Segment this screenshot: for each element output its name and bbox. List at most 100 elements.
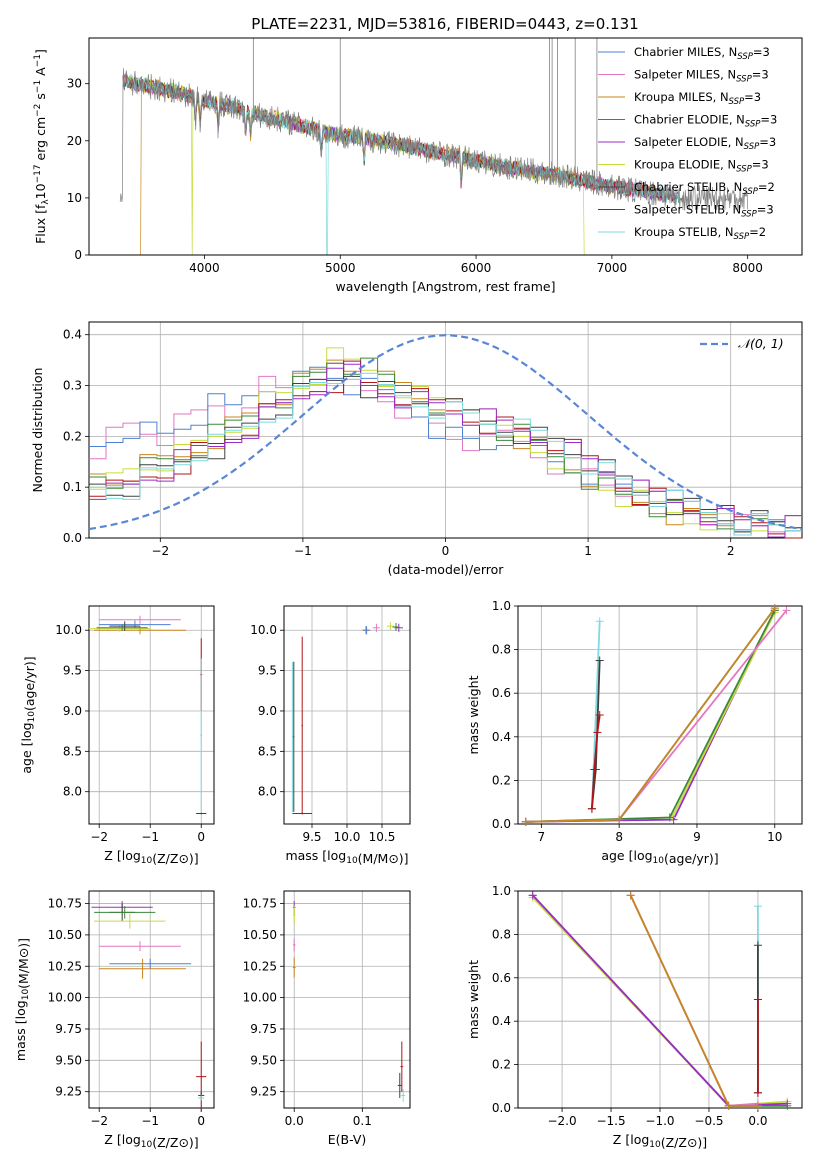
weight-line-chab_miles: [629, 894, 758, 1107]
y-tick-label: 0: [74, 248, 82, 262]
axes-frame: [283, 605, 411, 825]
legend-label: Chabrier ELODIE, NSSP=3: [634, 113, 777, 130]
y-tick-label: 9.50: [250, 1053, 277, 1067]
x-tick-label: −2: [151, 544, 169, 558]
y-tick-label: 20: [67, 134, 82, 148]
error-points: [292, 901, 406, 1102]
y-tick-label: 9.75: [55, 1022, 82, 1036]
x-tick-label: 8000: [732, 261, 763, 275]
y-tick-label: 9.0: [63, 704, 82, 718]
y-tick-label: 0.4: [492, 730, 511, 744]
y-tick-label: 9.5: [258, 664, 277, 678]
x-axis-label: Z [log10(Z/Z⊙)]: [613, 1132, 707, 1150]
y-tick-label: 9.50: [55, 1053, 82, 1067]
error-points: [91, 901, 207, 1112]
x-axis-label: Z [log10(Z/Z⊙)]: [104, 1132, 198, 1150]
legend-label: Salpeter MILES, NSSP=3: [634, 68, 769, 85]
histogram-krou_stelib: [89, 372, 802, 536]
y-tick-label: 0.0: [492, 1101, 511, 1115]
spectrum-legend: Chabrier MILES, NSSP=3 Salpeter MILES, NS…: [598, 45, 777, 242]
x-tick-label: −2.0: [547, 1114, 576, 1128]
histograms: [88, 334, 803, 539]
y-tick-label: 10.25: [48, 959, 82, 973]
axes-frame: [88, 890, 215, 1109]
weight-line-salp_elodie: [525, 610, 776, 823]
x-tick-label: 10.5: [369, 830, 396, 844]
y-tick-label: 10.75: [48, 897, 82, 911]
x-tick-label: 6000: [461, 261, 492, 275]
y-tick-label: 0.2: [63, 429, 82, 443]
y-tick-label: 0.2: [492, 773, 511, 787]
spectrum-panel: 4000 5000 6000 7000 8000 0 10 20 30 wavelength [A…: [33, 37, 803, 294]
y-tick-label: 8.0: [258, 785, 277, 799]
y-axis-label: mass weight: [466, 960, 481, 1039]
y-tick-label: 10.25: [243, 959, 277, 973]
y-tick-label: 0.4: [63, 328, 82, 342]
x-tick-label: 8: [615, 830, 623, 844]
y-tick-label: 0.6: [492, 971, 511, 985]
y-tick-label: 0.2: [492, 1058, 511, 1072]
y-tick-label: 10: [67, 191, 82, 205]
x-axis-label: (data-model)/error: [388, 562, 505, 577]
x-tick-label: 9: [693, 830, 701, 844]
x-tick-label: 9.5: [302, 830, 321, 844]
y-axis-label: Normed distribution: [30, 368, 45, 493]
x-tick-label: 0: [197, 830, 205, 844]
y-tick-label: 10.50: [48, 928, 82, 942]
x-tick-label: 10: [767, 830, 782, 844]
x-tick-label: 10.0: [334, 830, 361, 844]
error-points: [291, 622, 403, 815]
axes-frame: [88, 37, 803, 256]
x-axis-label: E(B-V): [328, 1132, 367, 1147]
y-tick-label: 0.3: [63, 379, 82, 393]
x-tick-label: −1: [141, 1114, 159, 1128]
y-tick-label: 10.75: [243, 897, 277, 911]
y-tick-label: 0.0: [492, 817, 511, 831]
x-axis-label: Z [log10(Z/Z⊙)]: [104, 848, 198, 866]
y-tick-label: 0.1: [63, 480, 82, 494]
axes-frame: [517, 605, 803, 825]
axes-frame: [88, 321, 803, 539]
mass_vs_ebv-panel: 0.0 0.1 9.25 9.50 9.75 10.00 10.25 10.50 10.75 E(…: [243, 890, 411, 1147]
legend-label: Salpeter ELODIE, NSSP=3: [634, 135, 776, 152]
y-tick-label: 9.5: [63, 664, 82, 678]
error-points: [89, 615, 207, 815]
weight-line-krou_miles: [629, 894, 758, 1107]
axes-frame: [283, 890, 411, 1109]
weight-line-salp_miles: [629, 894, 758, 1107]
y-axis-label: age [log10(age/yr)]: [19, 656, 37, 773]
y-tick-label: 10.00: [48, 991, 82, 1005]
x-axis-label: mass [log10(M/M⊙)]: [285, 848, 408, 866]
x-tick-label: −2: [90, 830, 108, 844]
x-tick-label: −0.5: [694, 1114, 723, 1128]
x-tick-label: −1: [141, 830, 159, 844]
y-tick-label: 0.8: [492, 643, 511, 657]
x-tick-label: 0.0: [285, 1114, 304, 1128]
legend-label: Kroupa ELODIE, NSSP=3: [634, 158, 769, 175]
axes-frame: [517, 890, 803, 1109]
x-tick-label: 5000: [325, 261, 356, 275]
legend-label: Chabrier MILES, NSSP=3: [634, 45, 770, 62]
spectrum-lines: [119, 38, 749, 255]
weight-line-salp_stelib: [591, 714, 601, 809]
age_vs_mass-panel: 9.5 10.0 10.5 8.0 8.5 9.0 9.5 10.0 mass [log10(M…: [250, 605, 411, 866]
y-tick-label: 10.0: [55, 623, 82, 637]
x-tick-label: 0.1: [353, 1114, 372, 1128]
legend-label: Kroupa MILES, NSSP=3: [634, 90, 761, 107]
y-tick-label: 9.25: [55, 1085, 82, 1099]
y-tick-label: 8.5: [258, 744, 277, 758]
y-tick-label: 9.25: [250, 1085, 277, 1099]
y-tick-label: 9.75: [250, 1022, 277, 1036]
legend-label: Chabrier STELIB, NSSP=2: [634, 180, 775, 197]
y-tick-label: 9.0: [258, 704, 277, 718]
y-axis-label: mass weight: [466, 675, 481, 754]
x-axis-label: wavelength [Angstrom, rest frame]: [335, 279, 555, 294]
axes-frame: [88, 605, 215, 825]
y-axis-label: mass [log10(M/M⊙)]: [13, 938, 31, 1061]
observed-spectrum: [119, 68, 749, 211]
y-axis-label: Flux [fλ10−17 erg cm−2 s−1 A−1]: [33, 49, 51, 244]
weight-lines: [528, 891, 792, 1110]
x-tick-label: 7000: [597, 261, 628, 275]
y-tick-label: 1.0: [492, 599, 511, 613]
